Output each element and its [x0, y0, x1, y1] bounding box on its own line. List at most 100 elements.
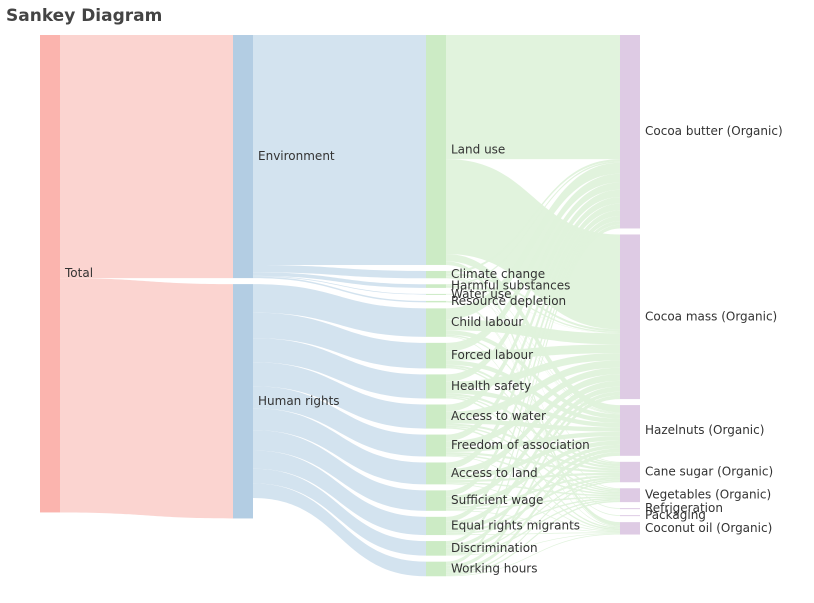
node-label-climate-change: Climate change: [451, 267, 545, 281]
link-freedom-of-association-to-cocoa-mass-organic: [446, 367, 620, 448]
link-human-rights-to-freedom-of-association: [253, 386, 426, 457]
link-land-use-to-cocoa-butter-organic: [446, 35, 620, 160]
node-label-vegetables-organic: Vegetables (Organic): [645, 488, 771, 502]
node-refrigeration: [620, 508, 640, 510]
node-label-water-use: Water use: [451, 287, 512, 301]
link-health-safety-to-cocoa-butter-organic: [446, 182, 620, 382]
link-freedom-of-association-to-coconut-oil-organic: [446, 455, 620, 531]
node-label-access-to-land: Access to land: [451, 466, 538, 480]
link-human-rights-to-forced-labour: [253, 312, 426, 369]
link-access-to-water-to-cane-sugar-organic: [446, 423, 620, 471]
node-label-resource-depletion: Resource depletion: [451, 294, 566, 308]
link-total-to-human-rights: [60, 278, 233, 519]
node-packaging: [620, 515, 640, 517]
link-access-to-water-to-cocoa-mass-organic: [446, 360, 620, 420]
link-water-use-to-cocoa-mass-organic: [446, 293, 620, 334]
link-working-hours-to-cocoa-butter-organic: [446, 224, 620, 566]
link-human-rights-to-equal-rights-migrants: [253, 450, 426, 536]
link-human-rights-to-working-hours: [253, 483, 426, 577]
link-environment-to-water-use: [253, 275, 426, 295]
sankey-nodes: [40, 35, 640, 577]
link-discrimination-to-hazelnuts-organic: [446, 448, 620, 553]
node-cocoa-butter-organic: [620, 35, 640, 229]
node-child-labour: [426, 308, 446, 337]
link-equal-rights-migrants-to-cane-sugar-organic: [446, 477, 620, 533]
node-hazelnuts-organic: [620, 405, 640, 456]
node-access-to-water: [426, 404, 446, 429]
node-sufficient-wage: [426, 490, 446, 511]
link-access-to-water-to-cocoa-butter-organic: [446, 189, 620, 412]
node-equal-rights-migrants: [426, 516, 446, 536]
node-label-environment: Environment: [258, 149, 335, 163]
link-working-hours-to-vegetables-organic: [446, 500, 620, 576]
link-human-rights-to-child-labour: [253, 284, 426, 337]
link-discrimination-to-cocoa-mass-organic: [446, 391, 620, 549]
link-human-rights-to-discrimination: [253, 468, 426, 556]
node-climate-change: [426, 270, 446, 279]
sankey-labels: Total Environment Human rights Land use Clim…: [64, 124, 783, 575]
link-access-to-land-to-cocoa-butter-organic: [446, 203, 620, 470]
link-working-hours-to-cocoa-mass-organic: [446, 395, 620, 569]
node-label-total: Total: [64, 266, 93, 280]
link-environment-to-climate-change: [253, 264, 426, 279]
link-discrimination-to-cane-sugar-organic: [446, 479, 620, 554]
node-label-working-hours: Working hours: [451, 561, 538, 575]
link-environment-to-resource-depletion: [253, 276, 426, 303]
node-working-hours: [426, 561, 446, 577]
link-sufficient-wage-to-cocoa-butter-organic: [446, 210, 620, 497]
node-water-use: [426, 293, 446, 295]
link-discrimination-to-coconut-oil-organic: [446, 533, 620, 556]
node-label-harmful-substances: Harmful substances: [451, 279, 570, 293]
node-vegetables-organic: [620, 488, 640, 503]
node-label-forced-labour: Forced labour: [451, 348, 533, 362]
link-harmful-substances-to-cocoa-mass-organic: [446, 285, 620, 334]
node-freedom-of-association: [426, 434, 446, 457]
node-label-coconut-oil-organic: Coconut oil (Organic): [645, 521, 772, 535]
link-freedom-of-association-to-cocoa-butter-organic: [446, 197, 620, 442]
node-access-to-land: [426, 462, 446, 485]
link-equal-rights-migrants-to-coconut-oil-organic: [446, 532, 620, 536]
node-label-cocoa-mass-organic: Cocoa mass (Organic): [645, 309, 777, 323]
node-label-cane-sugar-organic: Cane sugar (Organic): [645, 465, 773, 479]
link-human-rights-to-access-to-land: [253, 408, 426, 485]
link-access-to-land-to-cocoa-mass-organic: [446, 374, 620, 476]
link-sufficient-wage-to-coconut-oil-organic: [446, 510, 620, 533]
link-access-to-water-to-coconut-oil-organic: [446, 427, 620, 531]
link-climate-change-to-coconut-oil-organic: [446, 277, 620, 527]
node-land-use: [426, 35, 446, 265]
link-environment-to-harmful-substances: [253, 272, 426, 288]
link-working-hours-to-hazelnuts-organic: [446, 452, 620, 573]
node-label-child-labour: Child labour: [451, 315, 523, 329]
node-health-safety: [426, 374, 446, 399]
link-health-safety-to-cane-sugar-organic: [446, 393, 620, 469]
node-label-freedom-of-association: Freedom of association: [451, 438, 590, 452]
link-equal-rights-migrants-to-hazelnuts-organic: [446, 444, 620, 531]
link-equal-rights-migrants-to-cocoa-mass-organic: [446, 386, 620, 528]
link-environment-to-land-use: [253, 35, 426, 265]
link-forced-labour-to-cocoa-butter-organic: [446, 173, 620, 352]
node-label-equal-rights-migrants: Equal rights migrants: [451, 518, 580, 532]
link-human-rights-to-health-safety: [253, 338, 426, 399]
node-cocoa-mass-organic: [620, 234, 640, 400]
node-label-land-use: Land use: [451, 142, 505, 156]
node-label-health-safety: Health safety: [451, 379, 531, 393]
node-resource-depletion: [426, 300, 446, 303]
link-discrimination-to-cocoa-butter-organic: [446, 221, 620, 545]
node-human-rights: [233, 284, 253, 519]
chart-title: Sankey Diagram: [6, 6, 163, 26]
link-climate-change-to-hazelnuts-organic: [446, 275, 620, 414]
link-equal-rights-migrants-to-cocoa-butter-organic: [446, 216, 620, 522]
node-label-sufficient-wage: Sufficient wage: [451, 493, 543, 507]
link-working-hours-to-cane-sugar-organic: [446, 480, 620, 575]
node-coconut-oil-organic: [620, 522, 640, 535]
link-child-labour-to-cane-sugar-organic: [446, 334, 620, 465]
link-forced-labour-to-vegetables-organic: [446, 366, 620, 491]
node-label-packaging: Packaging: [645, 508, 706, 522]
node-label-human-rights: Human rights: [258, 394, 340, 408]
link-child-labour-to-cocoa-butter-organic: [446, 162, 620, 320]
link-sufficient-wage-to-cane-sugar-organic: [446, 474, 620, 509]
node-label-cocoa-butter-organic: Cocoa butter (Organic): [645, 124, 783, 138]
node-forced-labour: [426, 342, 446, 369]
link-harmful-substances-to-cocoa-butter-organic: [446, 161, 620, 286]
